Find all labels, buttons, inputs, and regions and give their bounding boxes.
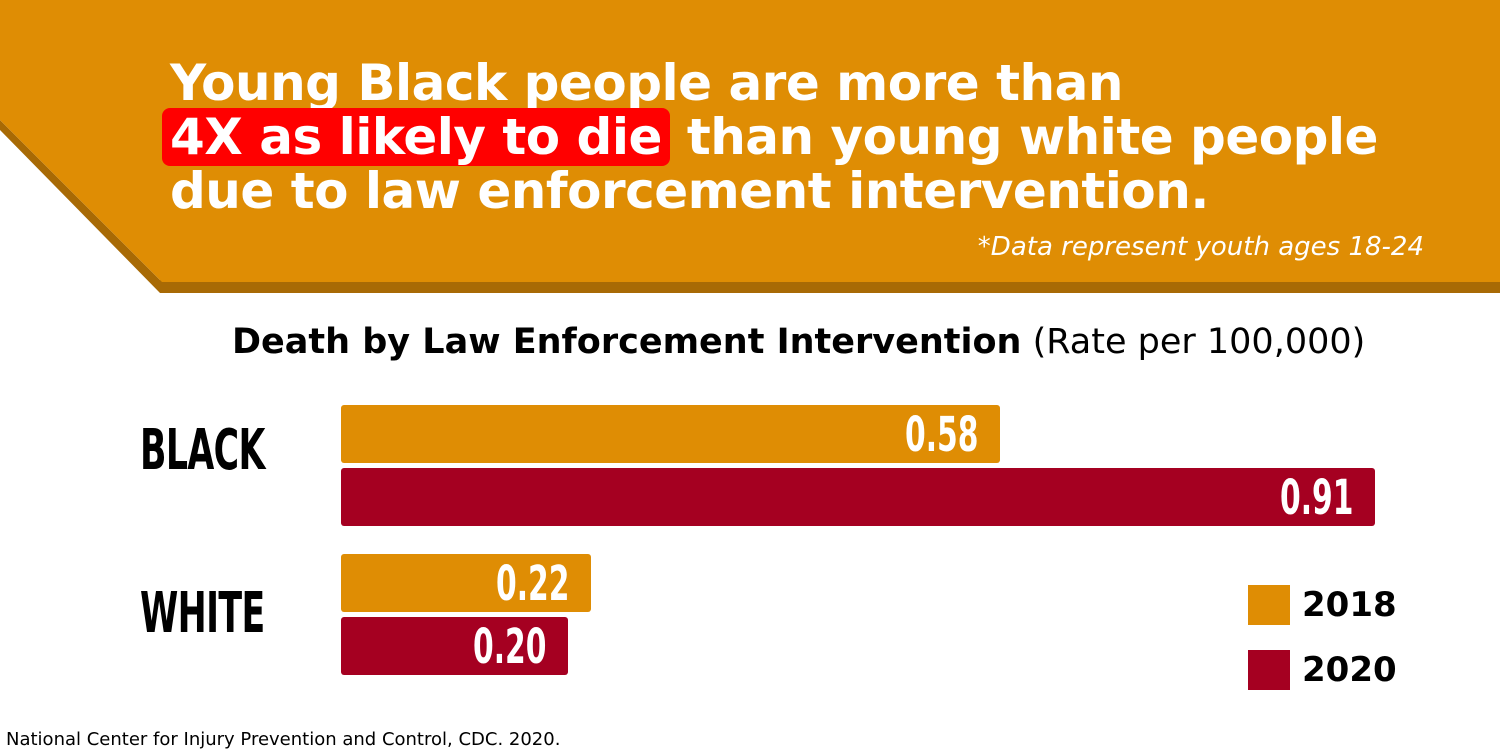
bar-white-2018: 0.22 [341, 554, 591, 612]
bar-value-white-2020: 0.20 [472, 619, 546, 675]
headline-line-2-rest: than young white people [669, 108, 1379, 166]
chart-title: Death by Law Enforcement Intervention (R… [232, 322, 1365, 362]
headline-line-3: due to law enforcement intervention. [170, 162, 1209, 220]
chart-title-main: Death by Law Enforcement Intervention [232, 322, 1022, 362]
legend-swatch-2020 [1248, 650, 1290, 690]
chart-title-subtitle: (Rate per 100,000) [1032, 322, 1366, 362]
bar-white-2020: 0.20 [341, 617, 568, 675]
legend-swatch-2018 [1248, 585, 1290, 625]
legend-label-2018: 2018 [1302, 585, 1397, 625]
header-banner [0, 0, 1500, 293]
age-footnote: *Data represent youth ages 18-24 [977, 232, 1424, 262]
banner-background [0, 0, 1500, 282]
bar-value-black-2018: 0.58 [904, 407, 978, 463]
group-label-black: BLACK [140, 418, 265, 483]
bar-black-2018: 0.58 [341, 405, 1000, 463]
headline-highlight: 4X as likely to die [162, 108, 670, 166]
headline: Young Black people are more than 4X as l… [162, 54, 1379, 220]
group-label-white: WHITE [140, 581, 265, 646]
legend-label-2020: 2020 [1302, 650, 1397, 690]
bar-black-2020: 0.91 [341, 468, 1375, 526]
banner-shadow [0, 120, 1500, 293]
source-citation: National Center for Injury Prevention an… [6, 729, 561, 750]
headline-line-1: Young Black people are more than [170, 54, 1123, 112]
bar-value-white-2018: 0.22 [495, 556, 569, 612]
bar-value-black-2020: 0.91 [1279, 470, 1353, 526]
